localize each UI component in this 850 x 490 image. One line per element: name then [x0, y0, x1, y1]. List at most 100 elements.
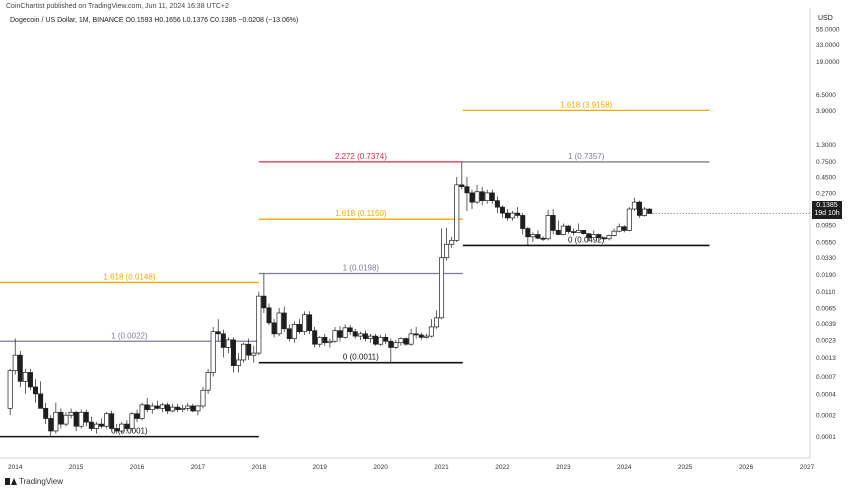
x-tick-label: 2025 [678, 464, 693, 471]
candle [200, 386, 206, 409]
candle [68, 408, 74, 419]
candle [7, 368, 13, 416]
fib-level-label: 1 (0.0022) [111, 331, 148, 340]
candle [109, 410, 115, 431]
candle [479, 186, 485, 206]
candle-body [352, 331, 358, 337]
candle-body [631, 201, 637, 210]
candle-body [515, 212, 521, 216]
candle [388, 338, 394, 363]
candle-body [545, 215, 551, 240]
candle-body [616, 226, 622, 232]
candle-body [38, 393, 44, 409]
y-tick-label: 0.0110 [816, 289, 836, 296]
candle [626, 207, 632, 232]
candle [281, 306, 287, 332]
candle-body [144, 404, 150, 410]
candle [489, 189, 495, 204]
fib-level-label: 1 (0.7357) [568, 152, 605, 161]
candle [327, 338, 333, 348]
candle [525, 226, 531, 245]
y-tick-label: 1.3000 [816, 142, 836, 149]
candle-body [398, 338, 404, 344]
candle-body [367, 335, 373, 339]
candle-body [322, 336, 328, 344]
x-tick-label: 2021 [434, 464, 449, 471]
candle [154, 400, 160, 410]
candle [317, 336, 323, 348]
candle-body [327, 340, 333, 344]
y-tick-label: 0.0950 [816, 223, 836, 230]
candle [246, 338, 252, 360]
candle [591, 230, 597, 239]
candle [560, 223, 566, 236]
candle-body [586, 233, 592, 239]
candle-body [27, 372, 33, 388]
candle-body [565, 225, 571, 232]
candle [175, 403, 181, 413]
y-tick-label: 0.0039 [816, 321, 836, 328]
x-tick-label: 2022 [495, 464, 510, 471]
candle [408, 328, 414, 346]
candle-body [413, 333, 419, 336]
candle-body [550, 215, 556, 231]
candle [149, 402, 155, 414]
x-tick-label: 2024 [617, 464, 632, 471]
candle-body [286, 328, 292, 339]
candle-body [241, 343, 247, 361]
candle-body [119, 423, 125, 432]
candle-body [185, 405, 191, 409]
x-tick-label: 2016 [130, 464, 145, 471]
candle [83, 409, 89, 427]
candle [606, 234, 612, 241]
chart-frame [0, 8, 811, 459]
candle-body [190, 405, 196, 412]
candle-body [93, 423, 99, 429]
candle-body [347, 327, 353, 333]
candle-body [540, 237, 546, 240]
candle-body [256, 295, 262, 354]
candle [636, 200, 642, 218]
candle-body [12, 354, 18, 371]
candle-body [33, 386, 39, 395]
fib-level-label: 2.272 (0.7374) [335, 152, 387, 161]
tradingview-logo-icon [5, 478, 17, 485]
candle [104, 412, 110, 429]
published-by: CoinChartist published on TradingView.co… [6, 3, 229, 10]
candle-body [647, 208, 653, 214]
candle-body [571, 231, 577, 233]
candle-body [474, 191, 480, 203]
y-tick-label: 0.0013 [816, 355, 836, 362]
candle-body [439, 257, 445, 319]
x-tick-label: 2017 [191, 464, 206, 471]
candle-body [175, 406, 181, 410]
x-tick-label: 2020 [373, 464, 388, 471]
y-tick-label: 0.0007 [816, 374, 836, 381]
y-tick-label: 0.0023 [816, 337, 836, 344]
candle [251, 345, 257, 363]
candle [27, 368, 33, 391]
fib-levels: 0 (0.0001) 1 (0.0022) 1.618 (0.0148) 0 (0.0… [0, 100, 710, 438]
candle-body [373, 335, 379, 345]
candle [261, 273, 267, 313]
y-tick-label: 0.4500 [816, 175, 836, 182]
candle [17, 351, 23, 387]
tradingview-logo[interactable]: TradingView [5, 477, 63, 486]
candle [342, 324, 348, 339]
candle-body [246, 343, 252, 356]
candle-body [291, 324, 297, 339]
candle-body [499, 206, 505, 214]
candle [48, 415, 54, 437]
candle [504, 209, 510, 221]
x-tick-label: 2015 [69, 464, 84, 471]
candle-body [180, 407, 186, 410]
candle [393, 339, 399, 350]
candle [459, 161, 465, 190]
x-tick-label: 2023 [556, 464, 571, 471]
candle [43, 402, 49, 425]
candle-body [230, 339, 236, 366]
candle [236, 353, 242, 373]
y-tick-label: 6.5000 [816, 92, 836, 99]
symbol-ohlc-line: Dogecoin / US Dollar, 1M, BINANCE O0.159… [10, 17, 299, 24]
